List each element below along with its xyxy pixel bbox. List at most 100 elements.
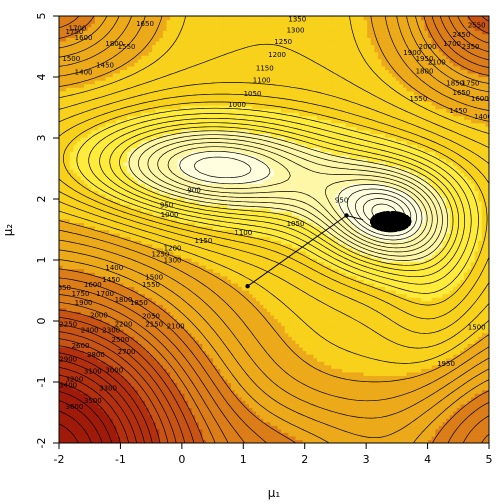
fill-cell — [227, 389, 232, 394]
fill-cell — [191, 396, 196, 401]
fill-cell — [234, 318, 239, 323]
fill-cell — [395, 407, 401, 412]
fill-cell — [360, 389, 365, 394]
fill-cell — [159, 361, 164, 366]
fill-cell — [291, 325, 297, 330]
fill-cell — [302, 435, 307, 441]
fill-cell — [256, 378, 261, 384]
fill-cell — [302, 339, 307, 344]
fill-cell — [277, 368, 282, 373]
fill-cell — [363, 350, 368, 355]
fill-cell — [356, 364, 361, 369]
fill-cell — [152, 428, 157, 433]
fill-cell — [177, 364, 182, 369]
fill-cell — [374, 325, 379, 330]
fill-cell — [381, 400, 386, 405]
fill-cell — [162, 304, 168, 309]
fill-cell — [180, 322, 186, 327]
fill-cell — [453, 375, 458, 380]
fill-cell — [263, 403, 268, 409]
fill-cell — [331, 304, 336, 309]
fill-cell — [123, 382, 128, 387]
fill-cell — [406, 336, 411, 341]
fill-cell — [116, 300, 121, 305]
fill-cell — [410, 407, 415, 412]
fill-cell — [431, 386, 436, 391]
fill-cell — [360, 311, 365, 316]
fill-cell — [302, 297, 307, 302]
fill-cell — [413, 318, 418, 323]
fill-cell — [252, 293, 257, 298]
fill-cell — [80, 414, 85, 419]
fill-cell — [191, 425, 196, 430]
fill-cell — [98, 425, 103, 430]
fill-cell — [91, 336, 96, 341]
fill-cell — [374, 354, 379, 359]
fill-cell — [76, 293, 82, 298]
fill-cell — [80, 307, 85, 312]
fill-cell — [320, 361, 325, 366]
fill-cell — [162, 414, 168, 419]
fill-cell — [442, 414, 447, 419]
fill-cell — [410, 393, 415, 398]
fill-cell — [463, 314, 469, 320]
fill-cell — [327, 350, 332, 355]
fill-cell — [352, 410, 358, 416]
fill-cell — [66, 322, 71, 327]
fill-cell — [148, 364, 153, 369]
fill-cell — [309, 403, 315, 409]
fill-cell — [119, 332, 125, 337]
fill-cell — [227, 378, 232, 384]
fill-cell — [94, 339, 100, 344]
fill-cell — [456, 400, 461, 405]
fill-cell — [331, 300, 336, 305]
fill-cell — [202, 410, 207, 416]
fill-cell — [198, 350, 203, 355]
fill-cell — [295, 400, 300, 405]
fill-cell — [302, 371, 307, 376]
fill-cell — [231, 293, 236, 298]
fill-cell — [231, 432, 236, 437]
fill-cell — [69, 297, 74, 302]
fill-cell — [188, 354, 193, 359]
fill-cell — [238, 425, 243, 430]
fill-cell — [342, 343, 347, 348]
fill-cell — [395, 364, 401, 369]
fill-cell — [438, 378, 444, 384]
fill-cell — [209, 371, 214, 376]
fill-cell — [478, 297, 483, 302]
fill-cell — [59, 297, 64, 302]
fill-cell — [213, 432, 218, 437]
fill-cell — [331, 410, 336, 416]
fill-cell — [155, 297, 160, 302]
fill-cell — [170, 382, 175, 387]
fill-cell — [231, 346, 236, 352]
fill-cell — [352, 361, 358, 366]
fill-cell — [284, 421, 289, 426]
fill-cell — [306, 418, 311, 423]
fill-cell — [392, 300, 397, 305]
fill-cell — [137, 311, 143, 316]
fill-cell — [119, 435, 125, 441]
fill-cell — [87, 322, 92, 327]
fill-cell — [152, 364, 157, 369]
fill-cell — [313, 382, 318, 387]
fill-cell — [413, 332, 418, 337]
fill-cell — [152, 400, 157, 405]
fill-cell — [274, 418, 279, 423]
fill-cell — [420, 325, 426, 330]
fill-cell — [59, 357, 64, 362]
fill-cell — [184, 375, 189, 380]
fill-cell — [209, 439, 214, 443]
fill-cell — [320, 364, 325, 369]
fill-cell — [313, 421, 318, 426]
fill-cell — [309, 297, 315, 302]
fill-cell — [220, 350, 225, 355]
fill-cell — [148, 421, 153, 426]
fill-cell — [299, 293, 304, 298]
fill-cell — [274, 393, 279, 398]
fill-cell — [295, 382, 300, 387]
fill-cell — [137, 371, 143, 376]
fill-cell — [352, 318, 358, 323]
fill-cell — [342, 364, 347, 369]
